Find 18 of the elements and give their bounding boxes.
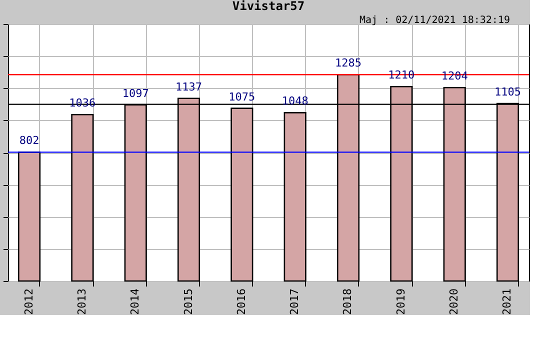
x-tick-label: 2017 (288, 288, 302, 315)
annotation: Maj : 02/11/2021 18:32:19 (359, 15, 510, 26)
x-tick-label: 2012 (22, 288, 36, 315)
chart-title: Vivistar57 (232, 0, 305, 13)
x-tick-label: 2013 (75, 288, 88, 315)
x-tick-label: 2016 (234, 288, 248, 315)
data-label: 1097 (122, 86, 149, 100)
x-tick-label: 2021 (500, 288, 514, 315)
x-tick-label: 2019 (394, 288, 408, 315)
x-tick-label: 2015 (182, 288, 195, 315)
data-label: 1075 (228, 90, 256, 104)
x-tick-label: 2020 (448, 288, 461, 315)
data-label: 802 (19, 134, 40, 148)
data-label: 1285 (334, 56, 362, 70)
x-tick-label: 2018 (341, 288, 354, 315)
x-tick-label: 2014 (128, 288, 142, 315)
data-label: 1105 (494, 86, 521, 99)
data-label: 1137 (176, 80, 202, 94)
